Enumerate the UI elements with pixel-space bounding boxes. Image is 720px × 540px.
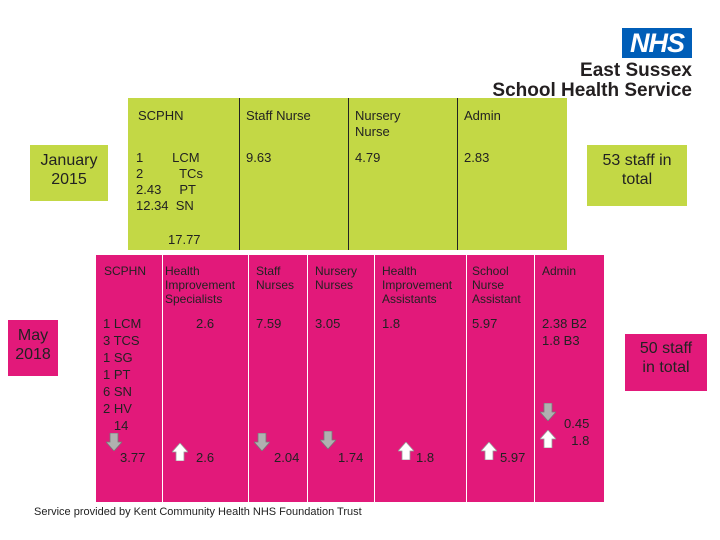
total-2015: 53 staff in total (587, 145, 687, 206)
value-health-improvement-assistants: 1.8 (382, 316, 401, 331)
brand-line-1: East Sussex (580, 60, 692, 81)
total-2018: 50 staff in total (625, 334, 707, 391)
change-staff-nurses: 2.04 (274, 450, 300, 465)
header-nursery-nurses: Nursery Nurses (315, 264, 358, 292)
arrow-down-icon (320, 431, 336, 449)
divider (534, 255, 535, 502)
arrow-down-icon (540, 403, 556, 421)
change-health-improvement-specialists: 2.6 (196, 450, 215, 465)
value-admin: 2.38 B2 1.8 B3 (542, 316, 587, 348)
scphn-breakdown: 1 LCM 2 TCs 2.43 PT 12.34 SN (136, 150, 203, 213)
scphn-breakdown: 1 LCM 3 TCS 1 SG 1 PT 6 SN 2 HV 14 (103, 316, 142, 433)
arrow-up-icon (540, 430, 556, 448)
header-scphn: SCPHN (104, 264, 147, 278)
header-school-nurse-assistant: School Nurse Assistant (472, 264, 521, 306)
divider (239, 98, 240, 250)
arrow-up-icon (398, 442, 414, 460)
footer-text: Service provided by Kent Community Healt… (34, 506, 362, 518)
header-admin: Admin (542, 264, 577, 278)
divider (307, 255, 308, 502)
arrow-up-icon (172, 443, 188, 461)
divider (374, 255, 375, 502)
change-school-nurse-assistant: 5.97 (500, 450, 526, 465)
value-school-nurse-assistant: 5.97 (472, 316, 498, 331)
period-2018-label: May 2018 (8, 320, 58, 376)
change-health-improvement-assistants: 1.8 (416, 450, 435, 465)
header-staff-nurse: Staff Nurse (246, 108, 311, 123)
divider (457, 98, 458, 250)
arrow-up-icon (481, 442, 497, 460)
divider (162, 255, 163, 502)
arrow-down-icon (106, 433, 122, 451)
value-admin: 2.83 (464, 150, 490, 165)
change-scphn: 3.77 (120, 450, 146, 465)
header-health-improvement-specialists: Health Improvement Specialists (165, 264, 236, 306)
period-2015-label: January 2015 (30, 145, 108, 201)
change-nursery-nurses: 1.74 (338, 450, 364, 465)
value-staff-nurses: 7.59 (256, 316, 282, 331)
table-2015: SCPHN Staff Nurse Nursery Nurse Admin 1 … (128, 98, 567, 250)
header-scphn: SCPHN (138, 108, 184, 123)
header-staff-nurses: Staff Nurses (256, 264, 295, 292)
value-health-improvement-specialists: 2.6 (196, 316, 215, 331)
value-staff-nurse: 9.63 (246, 150, 272, 165)
header-nursery-nurse: Nursery Nurse (355, 108, 401, 139)
change-admin: 0.45 1.8 (564, 416, 590, 448)
value-nursery-nurses: 3.05 (315, 316, 341, 331)
divider (248, 255, 249, 502)
header-admin: Admin (464, 108, 501, 123)
brand-line-2: School Health Service (492, 80, 692, 101)
divider (348, 98, 349, 250)
value-nursery-nurse: 4.79 (355, 150, 381, 165)
header-health-improvement-assistants: Health Improvement Assistants (382, 264, 453, 306)
divider (466, 255, 467, 502)
scphn-total: 17.77 (168, 232, 201, 247)
table-2018: SCPHN Health Improvement Specialists Sta… (96, 255, 604, 502)
arrow-down-icon (254, 433, 270, 451)
nhs-logo: NHS (622, 28, 692, 58)
